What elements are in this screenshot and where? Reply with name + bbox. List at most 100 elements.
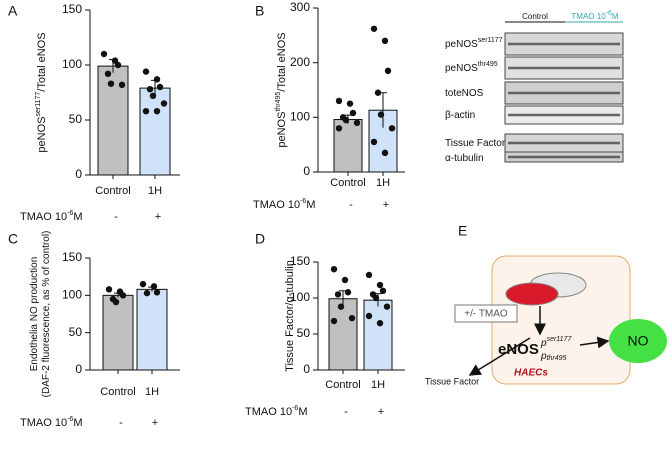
y-axis-label: Endothelia NO production xyxy=(29,257,40,372)
data-point xyxy=(334,291,342,298)
blot-group: Control xyxy=(522,12,548,21)
data-point xyxy=(376,281,384,289)
data-point xyxy=(348,314,356,322)
data-point xyxy=(365,271,373,279)
data-point xyxy=(381,149,389,157)
text-part: M xyxy=(306,199,315,211)
no-ellipse xyxy=(609,319,667,363)
enzyme-text: eNOS xyxy=(498,341,539,358)
dish xyxy=(505,282,559,306)
blot-row-label: Tissue Factor xyxy=(445,138,506,149)
y-tick-label: 300 xyxy=(290,0,310,14)
data-point xyxy=(142,108,150,115)
data-point xyxy=(330,266,338,273)
data-point xyxy=(114,61,122,69)
bar xyxy=(328,298,358,371)
text-part: peNOS xyxy=(276,112,288,148)
y-tick-label: 100 xyxy=(62,288,82,302)
superscript: ser1177 xyxy=(478,37,503,44)
y-tick-label: 50 xyxy=(297,326,311,340)
text-part: M xyxy=(298,406,307,418)
y-tick-label: 100 xyxy=(62,57,82,71)
data-point xyxy=(107,80,115,87)
treatment-label: +/- TMAO xyxy=(464,309,508,320)
text-part: TMAO 10 xyxy=(20,417,67,429)
data-point xyxy=(153,289,161,296)
text-part: peNOS xyxy=(36,117,48,153)
data-point xyxy=(372,294,380,302)
superscript: -6 xyxy=(300,198,306,205)
y-tick-label: 100 xyxy=(290,110,310,124)
blot-group: TMAO 10-6M xyxy=(571,10,618,21)
treatment-sign: + xyxy=(383,199,389,211)
x-tick-label: 1H xyxy=(371,379,385,391)
data-point xyxy=(353,119,361,127)
data-point xyxy=(342,116,350,124)
panel-letter: D xyxy=(255,231,265,247)
treatment-sign: + xyxy=(152,417,158,429)
text-part: /Total eNOS xyxy=(36,32,48,91)
text-part: /Total eNOS xyxy=(276,32,288,91)
p: p xyxy=(540,338,547,349)
blot-row-label: toteNOS xyxy=(445,88,484,99)
y-tick-label: 0 xyxy=(75,167,82,181)
target: Tissue Factor xyxy=(425,376,479,386)
data-point xyxy=(374,89,382,96)
treatment-label: TMAO 10-6M xyxy=(20,416,82,429)
y-tick-label: 50 xyxy=(69,325,83,339)
text-part: peNOS xyxy=(445,39,478,50)
y-axis-label: Tissue Factor/α-tubulin xyxy=(284,260,296,372)
data-point xyxy=(119,292,127,299)
superscript: thr495 xyxy=(478,61,498,68)
data-point xyxy=(384,67,392,75)
data-point xyxy=(383,303,391,310)
blot-row-label: β-actin xyxy=(445,110,475,121)
data-point xyxy=(160,100,168,107)
x-tick-label: Control xyxy=(330,177,365,189)
data-point xyxy=(335,125,343,132)
data-point xyxy=(100,50,108,58)
y-axis-label: peNOSser1177/Total eNOS xyxy=(35,32,48,152)
text-part: peNOS xyxy=(445,63,478,74)
y-tick-label: 0 xyxy=(303,362,310,376)
treatment-label: TMAO 10-6M xyxy=(253,198,315,211)
treatment-label: TMAO 10-6M xyxy=(245,405,307,418)
superscript: thr495 xyxy=(275,92,282,112)
blot-row-label: peNOSthr495 xyxy=(445,61,498,74)
data-point xyxy=(156,83,164,91)
data-point xyxy=(149,92,157,100)
data-point xyxy=(337,303,345,310)
text-part: Control xyxy=(522,12,548,21)
bar xyxy=(102,294,134,371)
p: p xyxy=(540,351,547,362)
y-tick-label: 100 xyxy=(290,290,310,304)
data-point xyxy=(335,97,343,105)
data-point xyxy=(153,76,161,83)
x-tick-label: 1H xyxy=(148,185,162,197)
panel-letter: B xyxy=(255,3,264,19)
y-tick-label: 150 xyxy=(290,254,310,268)
superscript: ser1177 xyxy=(35,92,42,117)
data-point xyxy=(112,298,120,306)
treatment-sign: - xyxy=(344,406,348,418)
data-point xyxy=(376,320,384,327)
bar xyxy=(136,288,168,371)
site-1: pser1177 xyxy=(540,336,572,349)
site-2: pthr495 xyxy=(540,351,567,362)
treatment-label: TMAO 10-6M xyxy=(20,210,82,223)
x-tick-label: Control xyxy=(100,386,135,398)
text-part: Tissue Factor xyxy=(445,138,506,149)
data-point xyxy=(349,109,357,117)
blot-image xyxy=(504,21,624,163)
x-tick-label: Control xyxy=(95,185,130,197)
data-point xyxy=(341,276,349,284)
text-part: Endothelia NO production xyxy=(29,257,40,372)
data-point xyxy=(146,86,154,93)
data-point xyxy=(330,317,338,325)
panel-letter: A xyxy=(8,3,18,19)
y-axis-label: peNOSthr495/Total eNOS xyxy=(275,32,288,147)
x-tick-label: 1H xyxy=(376,177,390,189)
superscript: -6 xyxy=(67,416,73,423)
y-tick-label: 0 xyxy=(75,362,82,376)
data-point xyxy=(104,70,112,78)
